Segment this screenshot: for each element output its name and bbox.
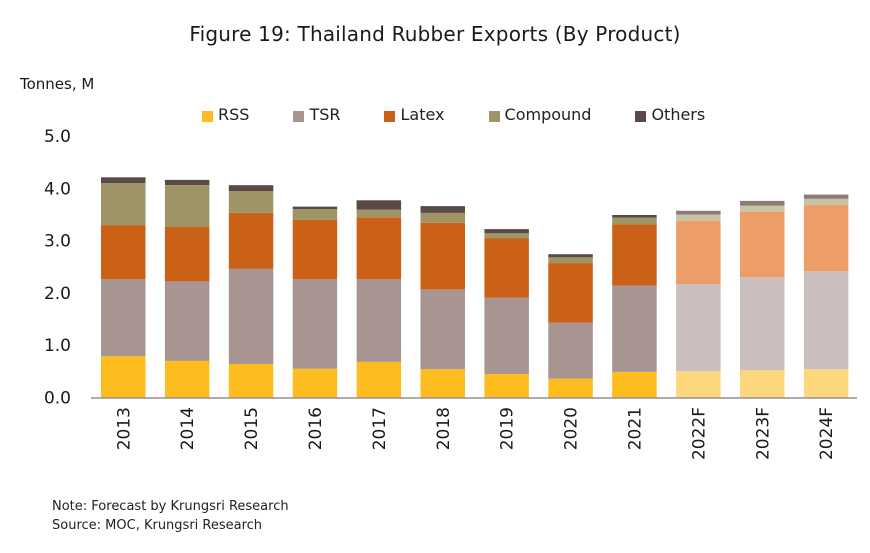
bar-segment-rss-2019 <box>484 374 529 398</box>
bar-segment-latex-2020 <box>548 263 593 323</box>
y-tick-label: 2.0 <box>44 284 71 304</box>
bar-segment-latex-2015 <box>228 212 274 269</box>
bar-segment-others-2015 <box>228 185 274 191</box>
y-tick-label: 0.0 <box>44 389 71 409</box>
x-tick-label: 2018 <box>434 407 454 450</box>
y-tick-label: 5.0 <box>44 127 71 147</box>
legend-item-others: Others <box>635 105 705 124</box>
x-tick-label: 2015 <box>242 407 262 450</box>
bar-segment-rss-2021 <box>612 371 657 398</box>
bar-segment-tsr-2020 <box>548 322 593 379</box>
bar-segment-rss-2016 <box>292 368 338 398</box>
x-tick-label: 2019 <box>498 407 518 450</box>
x-tick-label: 2024F <box>817 407 837 460</box>
bar-segment-others-2020 <box>548 254 593 258</box>
x-tick-label: 2023F <box>753 407 773 460</box>
chart-title: Figure 19: Thailand Rubber Exports (By P… <box>189 22 681 46</box>
bar-segment-others-2014 <box>164 179 210 186</box>
x-tick-label: 2016 <box>306 407 326 450</box>
bar-segment-tsr-2014 <box>164 281 210 361</box>
y-tick-label: 3.0 <box>44 232 71 252</box>
x-tick-label: 2020 <box>562 407 582 450</box>
bar-segment-compound-2023f <box>740 205 785 212</box>
bar-segment-tsr-2024f <box>803 271 849 370</box>
bar-segment-latex-2017 <box>356 217 402 280</box>
bar-segment-others-2023f <box>740 200 785 206</box>
bar-segment-others-2013 <box>101 177 146 184</box>
bar-segment-tsr-2016 <box>292 279 338 369</box>
bar-segment-compound-2019 <box>484 233 529 239</box>
bar-segment-rss-2020 <box>548 378 593 398</box>
legend-swatch-rss <box>202 111 213 122</box>
legend-label-tsr: TSR <box>309 105 341 124</box>
bar-segment-rss-2014 <box>164 360 210 398</box>
bar-segment-compound-2016 <box>292 209 338 220</box>
bar-segment-rss-2017 <box>356 361 402 398</box>
legend-label-rss: RSS <box>218 105 250 124</box>
footnote-source: Source: MOC, Krungsri Research <box>52 518 263 533</box>
bar-segment-compound-2013 <box>101 183 146 226</box>
legend-label-latex: Latex <box>400 105 445 124</box>
bar-segment-tsr-2015 <box>228 268 274 364</box>
bar-segment-compound-2014 <box>164 185 210 227</box>
bar-segment-compound-2024f <box>803 198 849 206</box>
bar-segment-latex-2023f <box>740 211 785 278</box>
bar-segment-tsr-2013 <box>101 279 146 357</box>
bar-segment-tsr-2018 <box>420 289 465 370</box>
bar-segment-latex-2024f <box>803 205 849 272</box>
bar-segment-compound-2021 <box>612 217 657 225</box>
footnote-note: Note: Forecast by Krungsri Research <box>52 499 289 514</box>
bar-segment-compound-2020 <box>548 257 593 264</box>
legend: RSS TSR Latex Compound Others <box>202 105 749 124</box>
bar-segment-others-2017 <box>356 200 402 210</box>
bar-segment-compound-2017 <box>356 209 402 218</box>
bar-segment-rss-2024f <box>803 369 849 398</box>
bar-segment-compound-2018 <box>420 212 465 223</box>
bar-segment-rss-2023f <box>740 370 785 398</box>
legend-swatch-others <box>635 111 647 122</box>
legend-item-latex: Latex <box>384 105 445 124</box>
bar-segment-latex-2021 <box>612 224 657 286</box>
x-tick-label: 2014 <box>178 407 198 450</box>
legend-item-tsr: TSR <box>293 105 340 124</box>
x-tick-label: 2013 <box>114 407 134 450</box>
x-tick-label: 2021 <box>625 407 645 450</box>
bar-segment-latex-2016 <box>292 219 338 280</box>
y-axis-label: Tonnes, M <box>20 75 95 93</box>
legend-item-rss: RSS <box>202 105 249 124</box>
bar-segment-latex-2022f <box>676 220 721 284</box>
bar-segment-tsr-2021 <box>612 285 657 372</box>
bar-segment-rss-2022f <box>676 371 721 398</box>
bar-segment-tsr-2017 <box>356 279 402 362</box>
x-tick-label: 2017 <box>370 407 390 450</box>
bar-segment-others-2024f <box>803 194 849 199</box>
legend-label-compound: Compound <box>504 105 592 124</box>
y-tick-label: 4.0 <box>44 179 71 199</box>
bar-segment-rss-2013 <box>101 356 146 398</box>
bar-segment-rss-2015 <box>228 364 274 398</box>
bar-segment-latex-2018 <box>420 222 465 290</box>
y-tick-label: 1.0 <box>44 336 71 356</box>
bar-segment-latex-2013 <box>101 225 146 280</box>
bar-segment-latex-2019 <box>484 238 529 298</box>
bar-segment-others-2022f <box>676 210 721 215</box>
bar-segment-tsr-2023f <box>740 277 785 371</box>
legend-item-compound: Compound <box>488 105 592 124</box>
legend-label-others: Others <box>651 105 706 124</box>
bar-segment-others-2016 <box>292 206 338 210</box>
bar-segment-rss-2018 <box>420 369 465 398</box>
bar-segment-tsr-2019 <box>484 297 529 374</box>
bar-segment-others-2021 <box>612 215 657 218</box>
bar-segment-compound-2015 <box>228 190 274 213</box>
bar-segment-compound-2022f <box>676 214 721 221</box>
legend-swatch-latex <box>384 111 396 122</box>
x-tick-label: 2022F <box>689 407 709 460</box>
bar-segment-latex-2014 <box>164 227 210 282</box>
legend-swatch-compound <box>488 111 500 122</box>
bar-segment-others-2019 <box>484 229 529 234</box>
legend-swatch-tsr <box>293 111 305 122</box>
bar-segment-others-2018 <box>420 206 465 213</box>
bar-segment-tsr-2022f <box>676 284 721 372</box>
